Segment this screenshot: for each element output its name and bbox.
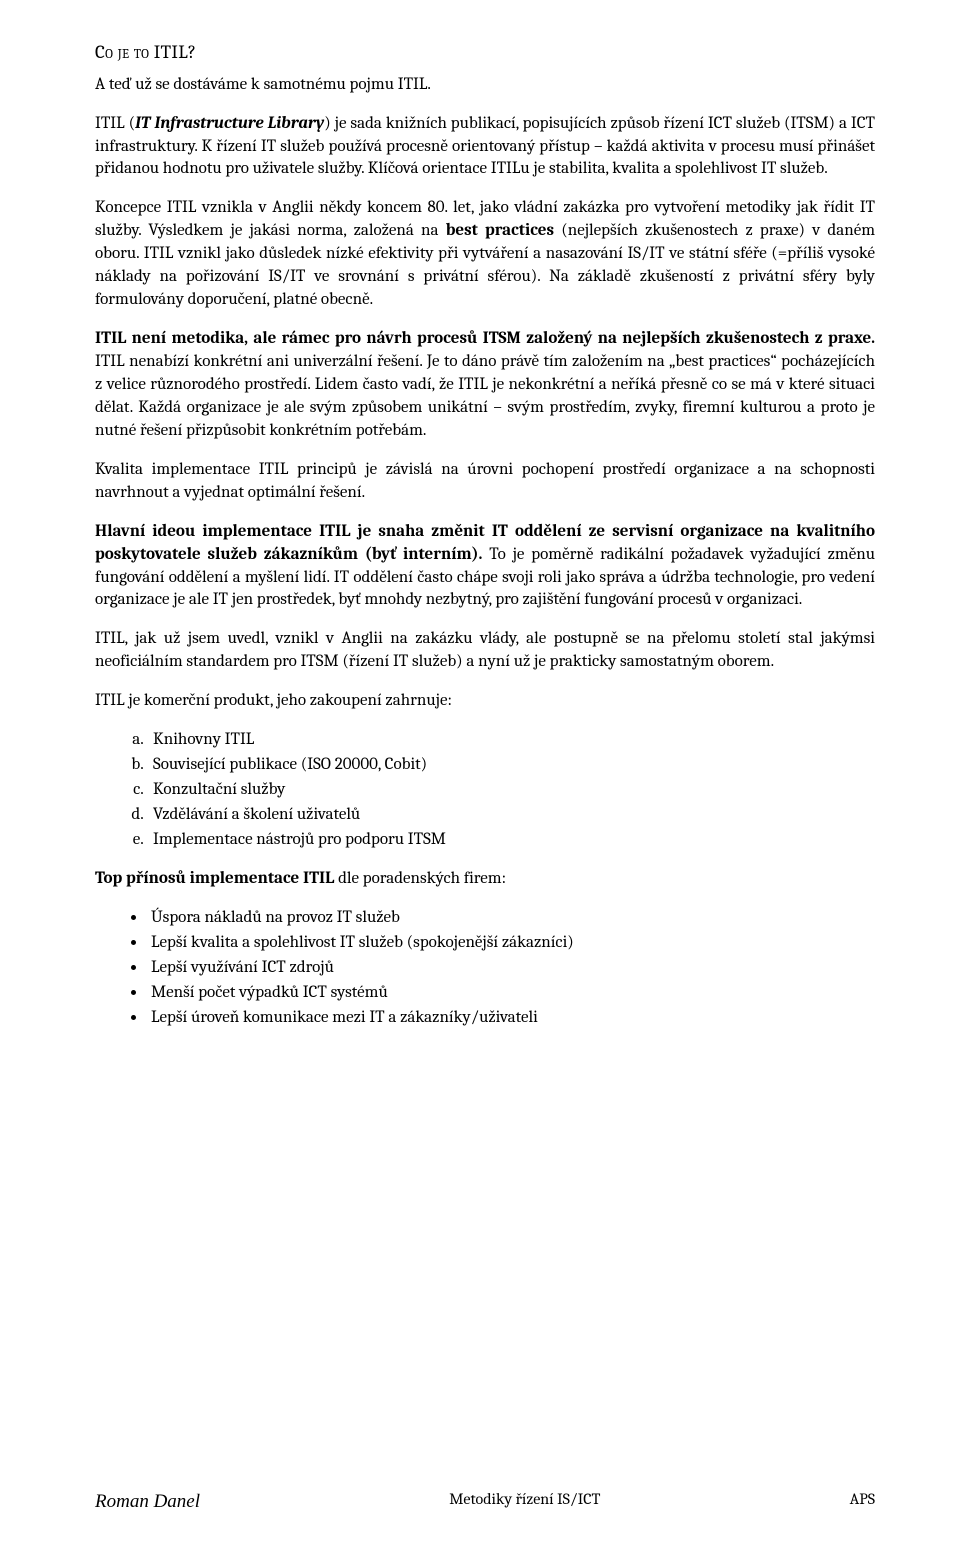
text: ITIL ( [95,114,135,133]
footer-author: Roman Danel [95,1489,200,1515]
unordered-list-bullets: Úspora nákladů na provoz IT služeb Lepší… [125,907,875,1030]
paragraph-2: Koncepce ITIL vznikla v Anglii někdy kon… [95,197,875,312]
list-item: Knihovny ITIL [147,729,875,752]
document-page: Co je to ITIL? A teď už se dostáváme k s… [0,0,960,1543]
text-bold: Top přínosů implementace ITIL [95,869,334,888]
list-item: Vzdělávání a školení uživatelů [147,804,875,827]
footer-title: Metodiky řízení IS/ICT [449,1489,600,1515]
paragraph-1: ITIL (IT Infrastructure Library) je sada… [95,113,875,182]
paragraph-6: ITIL, jak už jsem uvedl, vznikl v Anglii… [95,628,875,674]
footer-right: APS [850,1489,875,1515]
paragraph-3: ITIL není metodika, ale rámec pro návrh … [95,328,875,443]
paragraph-5: Hlavní ideou implementace ITIL je snaha … [95,521,875,613]
list-item: Související publikace (ISO 20000, Cobit) [147,754,875,777]
list-item: Konzultační služby [147,779,875,802]
list-item: Lepší úroveň komunikace mezi IT a zákazn… [147,1007,875,1030]
text: ITIL nenabízí konkrétní ani univerzální … [95,352,875,440]
list-item: Implementace nástrojů pro podporu ITSM [147,829,875,852]
paragraph-8: Top přínosů implementace ITIL dle porade… [95,868,875,891]
list-item: Lepší využívání ICT zdrojů [147,957,875,980]
text-bold: best practices [446,221,554,240]
paragraph-intro: A teď už se dostáváme k samotnému pojmu … [95,74,875,97]
list-item: Lepší kvalita a spolehlivost IT služeb (… [147,932,875,955]
page-footer: Roman Danel Metodiky řízení IS/ICT APS [95,1489,875,1515]
text: dle poradenských firem: [334,869,506,888]
text-bold-italic: IT Infrastructure Library [135,114,324,133]
list-item: Menší počet výpadků ICT systémů [147,982,875,1005]
text-bold: ITIL není metodika, ale rámec pro návrh … [95,329,875,348]
list-item: Úspora nákladů na provoz IT služeb [147,907,875,930]
section-heading: Co je to ITIL? [95,40,875,66]
paragraph-4: Kvalita implementace ITIL principů je zá… [95,459,875,505]
paragraph-7: ITIL je komerční produkt, jeho zakoupení… [95,690,875,713]
ordered-list-alpha: Knihovny ITIL Související publikace (ISO… [125,729,875,852]
